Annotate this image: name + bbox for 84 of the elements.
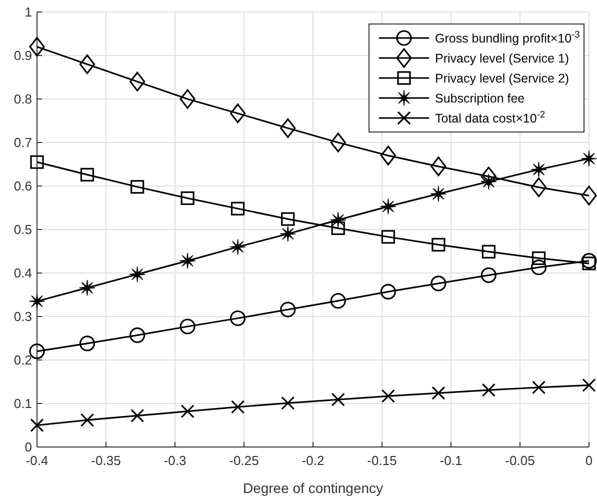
y-tick-label: 0.5 [14,222,32,237]
legend-label: Privacy level (Service 2) [435,72,570,86]
x-tick-label: -0.3 [164,453,186,468]
point [180,191,194,205]
point [581,253,597,269]
point [180,252,196,269]
point [381,389,396,403]
point [530,260,547,276]
y-tick-label: 0.3 [14,309,32,324]
x-tick-label: -0.1 [440,453,462,468]
point [230,202,245,216]
point [430,156,446,176]
point [380,284,396,300]
point [581,186,597,206]
y-tick-label: 0.8 [14,92,32,106]
point [482,244,496,258]
point [532,251,546,266]
x-axis-title: Degree of contingency [242,480,384,496]
point [430,276,446,292]
point [582,256,596,270]
point [530,178,547,198]
point [130,72,146,92]
point [432,238,446,252]
point [180,404,194,418]
x-tick-label: -0.15 [367,453,397,468]
y-tick-label: 0.1 [14,396,32,411]
point [80,413,94,427]
x-tick-label: -0.4 [26,453,48,468]
legend-label: Total data cost×10$^{-2}$ [435,110,546,126]
x-tick-label: -0.35 [91,453,121,468]
point [430,186,446,202]
point [79,336,96,352]
point [480,267,496,283]
y-tick-label: 0.6 [14,178,32,194]
x-tick-label: -0.25 [229,453,259,468]
point [130,408,144,422]
point [230,400,245,414]
point [280,118,296,138]
point [582,378,596,392]
y-tick-label: 0.9 [14,48,32,63]
point [330,293,346,309]
point [330,132,346,152]
x-tick-label: -0.05 [505,453,535,468]
point [29,293,45,310]
point [432,386,446,400]
point [230,310,246,326]
point [79,54,96,74]
point [482,383,496,397]
point [281,212,295,226]
point [532,380,546,394]
point [480,174,497,190]
point [30,155,44,169]
point [380,198,396,214]
point [180,89,196,109]
legend-label: Subscription fee [435,92,525,106]
x-tick-label: -0.2 [302,453,324,468]
point [380,146,396,166]
point [280,302,296,318]
legend-label: Gross bundling profit×10$^{-3}$ [435,30,580,46]
point [130,180,144,194]
y-tick-label: 0.7 [14,135,32,150]
point [281,396,295,410]
point [480,166,496,186]
point [79,280,96,296]
y-tick-label: 0 [24,440,32,454]
point [130,327,146,344]
point [331,392,345,406]
point [280,226,296,242]
point [180,318,196,334]
point [230,239,246,255]
y-tick-label: 0.4 [14,266,32,280]
point [331,221,345,235]
y-tick-label: 1 [24,4,32,20]
point [129,266,146,282]
point [530,162,547,178]
point [330,212,346,228]
point [581,150,597,166]
x-tick-label: 0 [585,453,593,468]
point [30,418,44,432]
y-tick-label: 0.2 [14,352,32,368]
point [230,104,246,124]
legend-label: Privacy level (Service 1) [435,52,570,66]
point [80,168,94,182]
point [381,230,396,244]
